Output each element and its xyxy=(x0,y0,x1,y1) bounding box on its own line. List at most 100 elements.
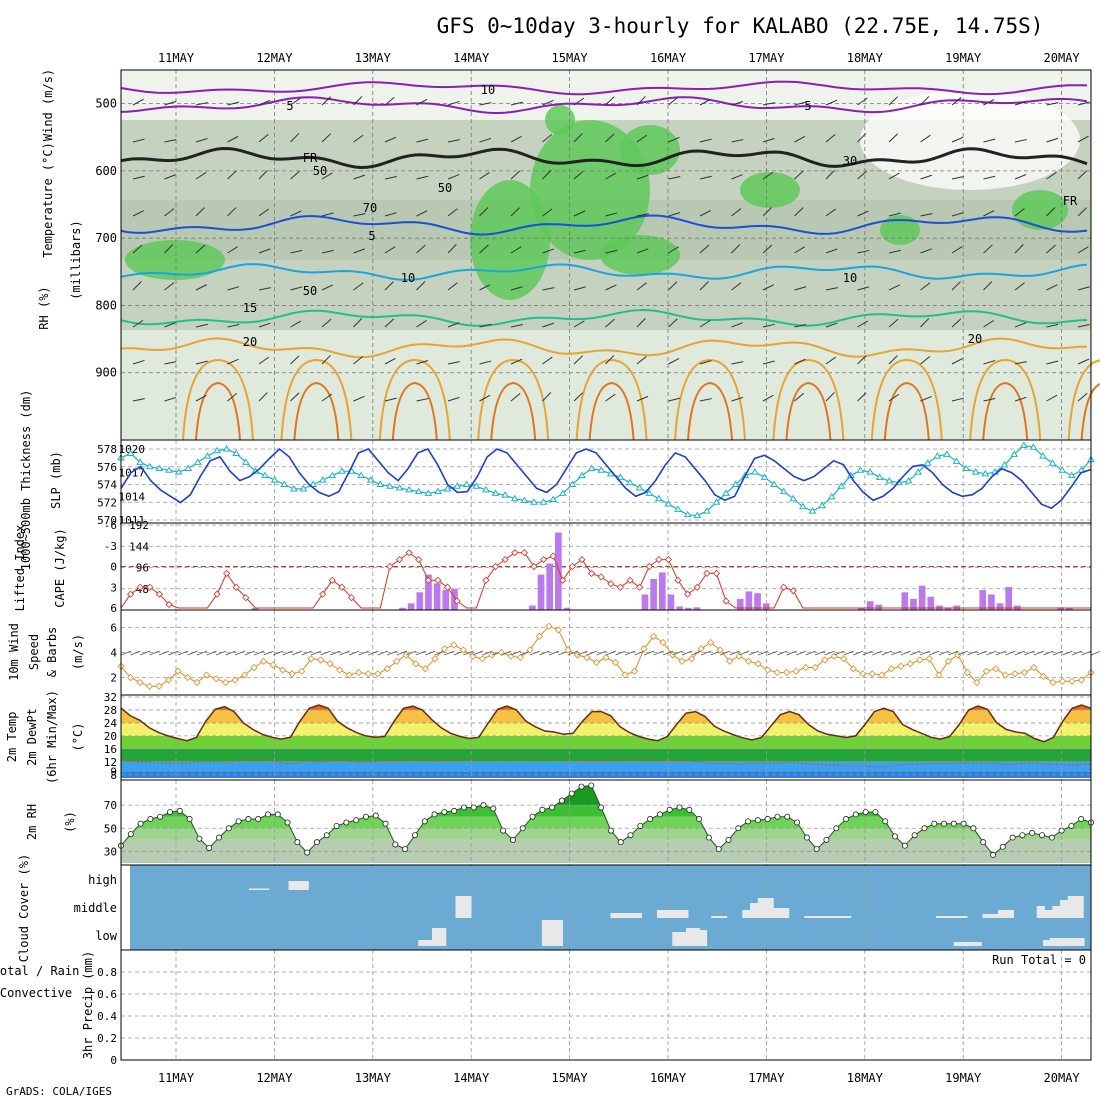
date-label-top: 15MAY xyxy=(552,51,589,65)
date-label-bottom: 11MAY xyxy=(158,1071,195,1085)
wind-barb xyxy=(767,650,778,656)
rh-point xyxy=(176,807,183,814)
wind-tick-label: 4 xyxy=(110,647,117,660)
wind-barb xyxy=(794,286,807,291)
wind-barb xyxy=(416,398,429,402)
wind-barb xyxy=(805,650,816,656)
rh-point xyxy=(157,813,164,820)
wind-barb xyxy=(1046,360,1059,365)
wind-barb xyxy=(1052,650,1064,656)
wind-barb xyxy=(258,322,271,328)
lifted-index-point xyxy=(511,549,519,557)
thickness-point xyxy=(472,482,481,489)
temp-tick-label: 20 xyxy=(104,730,117,743)
rh-point xyxy=(215,834,222,841)
wind-barb xyxy=(636,282,647,291)
wind-barb xyxy=(920,248,932,254)
wind-speed-point xyxy=(1039,672,1048,680)
thickness-point xyxy=(731,480,740,487)
rh-high-region xyxy=(600,235,680,275)
precip-axis-label: 3hr Precip (mm) xyxy=(81,951,95,1059)
wind-barb xyxy=(825,248,838,254)
date-label-top: 16MAY xyxy=(650,51,687,65)
wind-speed-point xyxy=(745,657,753,665)
wind-barb xyxy=(164,244,174,254)
wind-barb xyxy=(794,246,806,254)
warm-lobe-contour xyxy=(588,381,635,441)
rh-point xyxy=(500,827,507,834)
wind-barb xyxy=(731,396,744,402)
wind-speed-point xyxy=(602,653,610,662)
wind-barb xyxy=(951,246,963,254)
wind-barb xyxy=(983,210,995,217)
wind-barb xyxy=(731,208,742,217)
wind-barb xyxy=(699,138,712,143)
contour-label: 5 xyxy=(368,229,375,243)
wind-speed-point xyxy=(279,666,287,674)
rh-point xyxy=(941,820,948,827)
wind-speed-point xyxy=(764,666,772,674)
wind-speed-point xyxy=(145,682,154,690)
lifted-index-point xyxy=(136,583,144,591)
wind-barb xyxy=(290,249,303,254)
wind-barb xyxy=(164,174,176,180)
wind-barb xyxy=(731,100,744,106)
temp-axis-label: 2m Temp xyxy=(5,712,19,763)
wind-barb xyxy=(573,286,586,291)
wind-barb xyxy=(479,323,492,328)
rh-point xyxy=(950,820,957,827)
temperature-contour xyxy=(120,80,1088,96)
cape-bar xyxy=(858,607,865,610)
wind-barb xyxy=(951,212,964,217)
wind-barb xyxy=(762,394,774,402)
lifted-index-point xyxy=(655,556,663,564)
wind-barb xyxy=(416,210,428,217)
rh-point xyxy=(294,839,301,846)
wind-barb xyxy=(120,650,132,656)
wind-speed-point xyxy=(783,668,791,677)
wind-barb xyxy=(1033,650,1045,656)
cape-bar xyxy=(684,607,692,610)
cloud-bar-low xyxy=(1049,938,1058,946)
wind-barb xyxy=(195,172,207,180)
cape-axis-label: CAPE (J/kg) xyxy=(53,528,67,607)
wind-speed-point xyxy=(478,655,486,663)
temp-axis-label: 2m DewPt xyxy=(25,708,39,766)
rh-point xyxy=(284,819,291,826)
thickness-point xyxy=(712,498,721,505)
date-label-bottom: 17MAY xyxy=(748,1071,785,1085)
wind-barb xyxy=(748,650,759,656)
cloud-bar-middle xyxy=(1067,896,1076,918)
rh-band xyxy=(121,828,1091,840)
lifted-index-tick-label: -3 xyxy=(104,540,117,553)
lifted-index-tick-label: 6 xyxy=(110,602,117,615)
temp-tick-label: 28 xyxy=(104,704,117,717)
temp-tick-label: 8 xyxy=(110,769,117,782)
rh-point xyxy=(549,804,556,811)
rh-point xyxy=(617,839,624,846)
lifted-index-point xyxy=(213,590,221,598)
wind-barb xyxy=(794,101,807,106)
temperature-contour xyxy=(120,96,1088,114)
temperature-contour xyxy=(120,308,1088,327)
wind-barb xyxy=(983,244,993,254)
wind-barb xyxy=(857,133,867,143)
slp-axis-label: SLP (mb) xyxy=(49,451,63,509)
thickness-point xyxy=(866,468,874,475)
wind-barb xyxy=(132,359,145,365)
wind-barb xyxy=(447,100,460,106)
wind-barb xyxy=(290,355,300,365)
temperature-contour xyxy=(120,337,1088,359)
wind-barb xyxy=(762,171,774,180)
cape-bar xyxy=(399,607,406,610)
thickness-point xyxy=(798,502,807,510)
wind-barb xyxy=(1014,139,1027,143)
wind-speed-point xyxy=(241,671,249,679)
wind-speed-point xyxy=(821,656,829,664)
wind-speed-point xyxy=(1001,671,1009,679)
wind-barb xyxy=(967,650,978,656)
rh-point xyxy=(1009,834,1016,841)
wind-barb xyxy=(786,650,797,656)
wind-barb xyxy=(164,396,177,402)
